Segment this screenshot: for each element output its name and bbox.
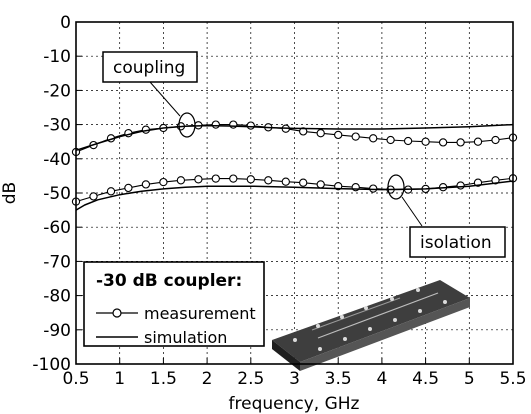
y-tick-label: -60	[43, 218, 71, 238]
coupling-measurement-point	[351, 132, 360, 141]
isolation-measurement-point	[141, 180, 151, 189]
isolation-measurement-point	[176, 176, 186, 185]
isolation-measurement-point	[89, 192, 98, 201]
isolation-marker-ellipse	[387, 174, 405, 200]
coupling-simulation-line	[75, 123, 514, 152]
axis-ticks: 0.5 1 1.5 2 2.5 3 3.5 4 4.5 5 5.5 0 -10 -20 -30 -40 -50 -…	[32, 13, 526, 389]
x-tick-label: 1.5	[150, 369, 177, 389]
legend-measurement-label: measurement	[144, 304, 256, 323]
isolation-measurement-point	[211, 174, 220, 183]
coupling-measurement-point	[246, 121, 255, 130]
y-axis-label: dB	[0, 182, 20, 204]
coupling-measurement-point	[211, 120, 220, 129]
isolation-annotation: isolation	[387, 174, 506, 258]
legend-title: -30 dB coupler:	[96, 271, 242, 291]
x-tick-label: 3	[289, 369, 300, 389]
coupling-measurement-point	[438, 138, 448, 147]
coupler-photo	[272, 280, 470, 371]
legend-measurement-marker	[112, 308, 122, 318]
coupling-measurement-point	[456, 138, 465, 147]
x-axis-label: frequency, GHz	[229, 394, 360, 414]
y-tick-label: -30	[43, 116, 71, 136]
isolation-label: isolation	[420, 233, 492, 253]
x-tick-label: 2.5	[237, 369, 264, 389]
coupling-measurement-point	[403, 136, 413, 146]
y-tick-label: 0	[60, 13, 71, 33]
isolation-measurement-point	[106, 187, 116, 196]
y-tick-label: -70	[43, 252, 71, 272]
isolation-measurement-point	[299, 178, 308, 187]
isolation-measurement-point	[316, 180, 325, 189]
y-tick-label: -100	[32, 355, 71, 375]
y-tick-label: -50	[43, 184, 71, 204]
x-tick-label: 1	[114, 369, 125, 389]
isolation-measurement-point	[281, 177, 290, 186]
isolation-measurement-point	[229, 174, 238, 183]
coupling-marker-ellipse	[178, 112, 196, 138]
coupling-measurement-point	[421, 137, 430, 146]
x-tick-label: 4.5	[412, 369, 439, 389]
coupling-measurement-point	[369, 134, 378, 143]
isolation-measurement-point	[124, 183, 133, 193]
isolation-measurement-point	[456, 181, 465, 190]
y-tick-label: -10	[43, 47, 71, 67]
legend: -30 dB coupler: measurement simulation	[83, 261, 265, 347]
x-tick-label: 5.5	[499, 369, 526, 389]
x-tick-label: 0.5	[62, 369, 89, 389]
coupling-measurement-point	[473, 137, 483, 146]
coupling-measurement-point	[386, 135, 395, 145]
isolation-measurement-point	[159, 177, 168, 187]
isolation-measurement-point	[264, 176, 273, 185]
coupling-measurement-point	[491, 135, 500, 145]
legend-simulation-label: simulation	[144, 328, 227, 347]
coupling-label: coupling	[113, 58, 185, 78]
coupling-measurement-point	[334, 130, 343, 140]
series-layer	[71, 120, 518, 211]
isolation-measurement-point	[194, 175, 203, 184]
coupling-measurement-point	[316, 129, 325, 138]
x-tick-label: 5	[464, 369, 475, 389]
x-tick-label: 2	[202, 369, 213, 389]
y-tick-label: -40	[43, 150, 71, 170]
y-tick-label: -80	[43, 287, 71, 307]
x-tick-label: 3.5	[325, 369, 352, 389]
plot-frame	[75, 21, 514, 365]
x-tick-label: 4	[376, 369, 387, 389]
isolation-measurement-point	[491, 176, 500, 185]
y-tick-label: -20	[43, 81, 71, 101]
coupling-annotation: coupling	[102, 51, 198, 138]
isolation-measurement-point	[246, 175, 255, 184]
coupling-measurement-point	[229, 120, 238, 129]
y-tick-label: -90	[43, 321, 71, 341]
